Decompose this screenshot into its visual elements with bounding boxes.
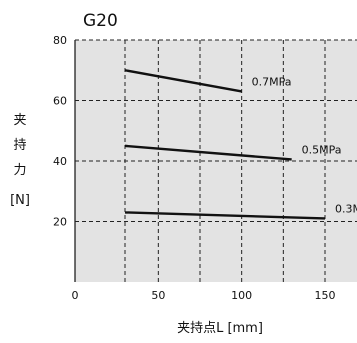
- series-line: [124, 144, 292, 161]
- y-tick-label: 20: [53, 216, 67, 229]
- y-tick-label: 60: [53, 95, 67, 108]
- x-tick-label: 150: [315, 289, 336, 302]
- y-axis-label-line: 持: [13, 138, 26, 153]
- grid: [75, 39, 357, 282]
- y-axis-label-line: 夹: [13, 113, 26, 128]
- y-tick-label: 40: [53, 155, 67, 168]
- series-label: 0.7MPa: [252, 75, 292, 88]
- series-group: [124, 69, 326, 220]
- series-label: 0.3MPa: [335, 202, 357, 215]
- chart-title: G20: [83, 11, 118, 31]
- x-tick-label: 100: [231, 289, 252, 302]
- labels: G20 20 40 60 80 0 50 100 150 夹持力 [N] 夹持点L [mm] 0.7MP…: [10, 11, 357, 336]
- x-axis-label: 夹持点L [mm]: [177, 321, 263, 336]
- series-line: [124, 69, 242, 93]
- y-tick-label: 80: [53, 34, 67, 47]
- x-tick-label: 0: [72, 289, 79, 302]
- series-label: 0.5MPa: [302, 143, 342, 156]
- y-axis-label-line: [N]: [10, 193, 30, 208]
- y-axis-label-line: 力: [13, 163, 26, 178]
- x-tick-label: 50: [151, 289, 165, 302]
- series-line: [124, 211, 326, 220]
